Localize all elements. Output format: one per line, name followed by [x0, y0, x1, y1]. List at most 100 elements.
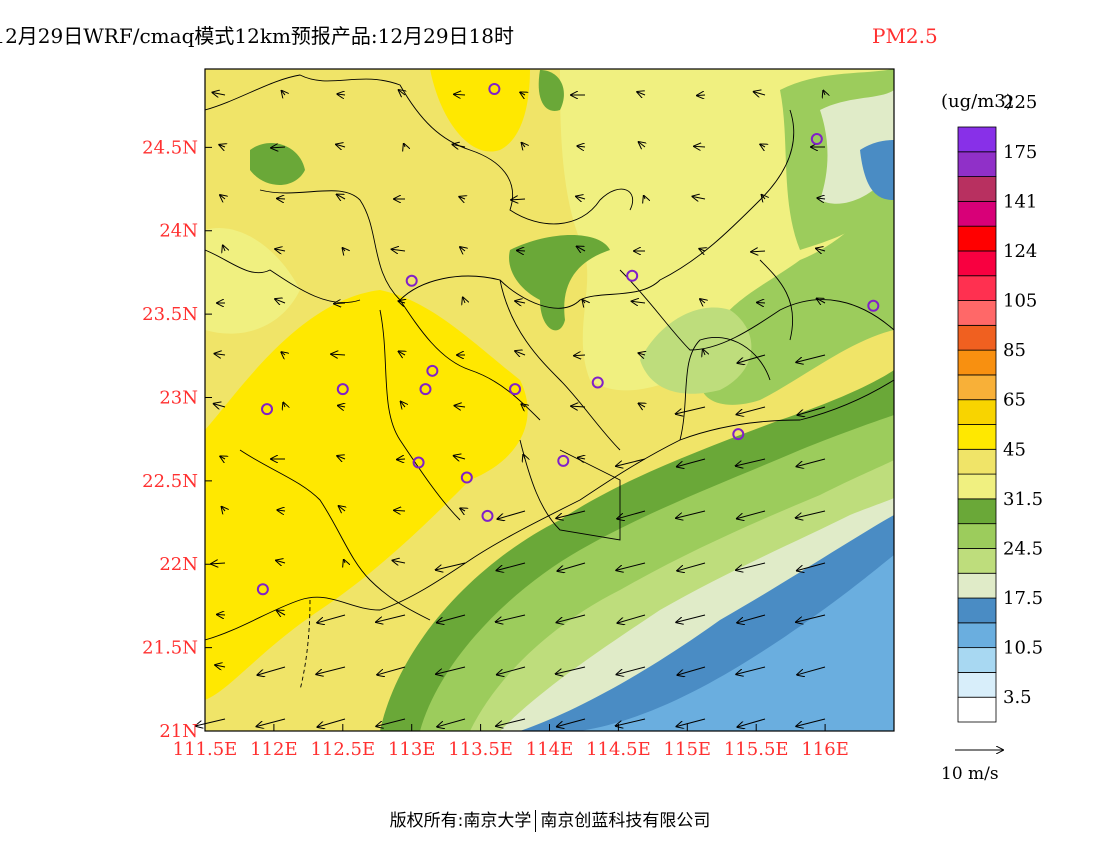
wind-arrow [694, 146, 706, 147]
wind-arrow [617, 614, 646, 623]
colorbar-label: 175 [1003, 142, 1037, 163]
wind-arrow [617, 510, 646, 519]
wind-arrow [496, 718, 526, 726]
wind-arrow [399, 301, 405, 303]
wind-arrow [271, 147, 286, 148]
wind-arrow [394, 510, 406, 511]
wind-vectors [196, 90, 825, 727]
wind-arrow [393, 560, 406, 563]
colorbar-swatch [957, 399, 997, 425]
wind-arrow [397, 459, 406, 460]
wind-arrow [639, 403, 645, 407]
station-marker [426, 364, 439, 377]
wind-arrow [453, 144, 466, 147]
wind-arrow [762, 195, 765, 199]
wind-arrow [797, 406, 826, 415]
wind-arrow [277, 198, 286, 199]
pollutant-label: PM2.5 [872, 24, 938, 48]
colorbar-swatch [957, 424, 997, 450]
footer: 版权所有:南京大学 南京创蓝科技有限公司 [0, 806, 1100, 832]
copyright-text: 版权所有:南京大学 [389, 811, 532, 831]
wind-arrow [344, 560, 345, 563]
colorbar-swatch [957, 672, 997, 698]
wind-arrow [639, 142, 645, 147]
wind-arrow [460, 508, 465, 511]
colorbar-swatch [957, 696, 997, 723]
wind-arrow [676, 510, 706, 518]
wind-arrow [796, 354, 826, 362]
x-tick-label: 113E [388, 739, 436, 760]
wind-arrow [677, 562, 706, 571]
wind-arrow [223, 245, 225, 251]
wind-arrow [511, 199, 526, 200]
colorbar-swatch [957, 250, 997, 277]
colorbar-label: 225 [1003, 92, 1037, 113]
wind-arrow [215, 665, 226, 667]
wind-arrow [336, 144, 346, 147]
wind-arrow [797, 458, 826, 466]
wind-arrow [459, 197, 465, 199]
station-marker [336, 383, 349, 396]
map-title: 2024年12月29日WRF/cmaq模式12km预报产品:12月29日18时 [0, 24, 514, 48]
wind-arrow [454, 94, 466, 95]
wind-arrow [331, 354, 346, 355]
wind-arrow [337, 456, 345, 459]
wind-arrow [277, 610, 286, 615]
wind-arrow [796, 718, 826, 726]
colorbar-swatch [957, 225, 997, 252]
wind-arrow [737, 718, 766, 727]
colorbar-swatch [957, 597, 997, 624]
wind-arrow [677, 718, 706, 726]
wind-arrow [571, 406, 586, 407]
wind-arrow [515, 301, 526, 303]
wind-arrow [557, 614, 586, 622]
wind-arrow [737, 406, 766, 414]
wind-arrow [757, 302, 766, 303]
colorbar-label: 105 [1003, 291, 1037, 312]
station-marker [810, 133, 823, 146]
wind-arrow [276, 560, 286, 563]
wind-arrow [823, 91, 825, 95]
wind-arrow [454, 456, 466, 459]
station-marker [509, 383, 522, 396]
colorbar-swatch [957, 572, 997, 599]
wind-arrow [676, 406, 706, 414]
wind-arrow [436, 666, 466, 674]
wind-arrow [703, 349, 705, 355]
colorbar-label: 141 [1003, 191, 1037, 212]
wind-arrow [797, 562, 826, 571]
wind-arrow [817, 198, 826, 199]
colorbar-swatch [957, 622, 997, 649]
wind-arrow [436, 562, 466, 570]
wind-arrow [283, 403, 285, 407]
colorbar-swatch [957, 275, 997, 301]
wind-arrow [577, 146, 586, 147]
wind-arrow [616, 718, 646, 726]
wind-arrow [557, 718, 586, 727]
wind-arrow [639, 353, 645, 355]
wind-arrow [281, 352, 285, 355]
wind-arrow [751, 251, 766, 252]
wind-arrow [343, 248, 345, 251]
wind-arrow [816, 248, 826, 251]
y-tick-label: 24.5N [142, 137, 198, 158]
wind-arrow [677, 458, 706, 467]
wind-arrow [376, 614, 406, 622]
wind-arrow [316, 666, 346, 674]
wind-arrow [677, 666, 706, 675]
wind-arrow [214, 404, 226, 407]
y-tick-label: 23.5N [142, 304, 198, 325]
x-tick-label: 114E [526, 739, 574, 760]
x-tick-label: 111.5E [173, 739, 238, 760]
colorbar-swatch [957, 200, 997, 227]
wind-arrow [556, 666, 586, 674]
colorbar-swatch [957, 498, 997, 525]
wind-arrow [401, 402, 405, 407]
wind-arrow [699, 249, 705, 251]
colorbar-swatch [957, 300, 997, 326]
wind-arrow [736, 666, 766, 674]
wind-arrow [796, 510, 826, 518]
x-tick-label: 116E [801, 739, 849, 760]
wind-arrow [339, 506, 345, 511]
